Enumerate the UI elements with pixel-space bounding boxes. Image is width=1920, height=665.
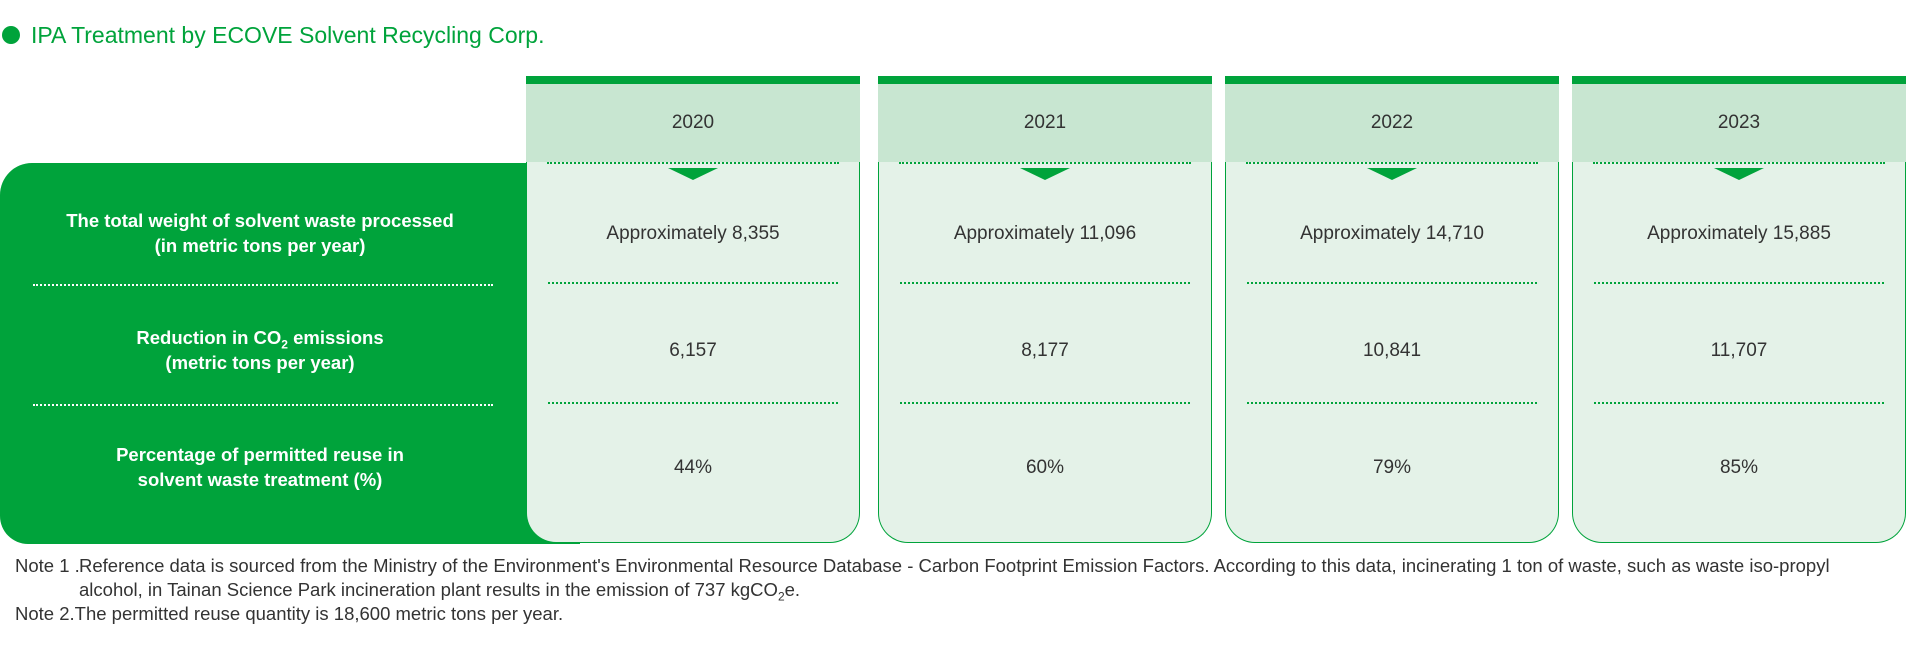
column-year: 2022 bbox=[1370, 112, 1414, 133]
column-body: Approximately 8,355 6,157 44% bbox=[526, 162, 860, 543]
cell-separator bbox=[548, 402, 838, 404]
column-body: Approximately 14,710 10,841 79% bbox=[1225, 162, 1559, 543]
cell-co2-reduction: 10,841 bbox=[1362, 340, 1422, 361]
cell-solvent-weight: Approximately 14,710 bbox=[1300, 223, 1484, 244]
column-year: 2020 bbox=[671, 112, 715, 133]
cell-separator bbox=[1247, 282, 1537, 284]
year-column-2020: 2020 Approximately 8,355 6,157 44% bbox=[526, 76, 860, 544]
year-column-2021: 2021 Approximately 11,096 8,177 60% bbox=[878, 76, 1212, 544]
label-separator bbox=[33, 284, 493, 286]
cell-permitted-reuse: 60% bbox=[1025, 457, 1065, 478]
cell-separator bbox=[900, 282, 1190, 284]
header-separator bbox=[1593, 162, 1885, 164]
cell-co2-reduction: 11,707 bbox=[1710, 340, 1768, 361]
footnote-1: Note 1 . Reference data is sourced from t… bbox=[15, 555, 1830, 604]
row-label-permitted-reuse: Percentage of permitted reuse in solvent… bbox=[116, 444, 404, 490]
row-label-panel: The total weight of solvent waste proces… bbox=[0, 163, 580, 544]
footnote-1-text: Reference data is sourced from the Minis… bbox=[79, 555, 1830, 600]
cell-permitted-reuse: 85% bbox=[1719, 457, 1759, 478]
section-title: IPA Treatment by ECOVE Solvent Recycling… bbox=[0, 18, 544, 52]
year-column-2022: 2022 Approximately 14,710 10,841 79% bbox=[1225, 76, 1559, 544]
column-body: Approximately 11,096 8,177 60% bbox=[878, 162, 1212, 543]
footnotes: Note 1 . Reference data is sourced from t… bbox=[15, 554, 1895, 626]
column-top-bar bbox=[1572, 76, 1906, 84]
cell-co2-reduction: 6,157 bbox=[669, 340, 717, 361]
footnote-2: Note 2. The permitted reuse quantity is 1… bbox=[15, 602, 1895, 626]
row-label-solvent-weight: The total weight of solvent waste proces… bbox=[66, 210, 454, 256]
cell-separator bbox=[548, 282, 838, 284]
column-top-bar bbox=[878, 76, 1212, 84]
footnote-2-text: The permitted reuse quantity is 18,600 m… bbox=[74, 603, 564, 624]
cell-separator bbox=[1594, 282, 1884, 284]
footnote-2-prefix: Note 2. bbox=[15, 603, 75, 624]
header-separator bbox=[1246, 162, 1538, 164]
column-top-bar bbox=[1225, 76, 1559, 84]
bullet-dot-icon bbox=[2, 26, 20, 44]
column-header: 2020 bbox=[526, 84, 860, 162]
down-arrow-icon bbox=[1020, 168, 1070, 180]
down-arrow-icon bbox=[1367, 168, 1417, 180]
column-top-bar bbox=[526, 76, 860, 84]
cell-permitted-reuse: 79% bbox=[1372, 457, 1412, 478]
cell-separator bbox=[1594, 402, 1884, 404]
cell-solvent-weight: Approximately 8,355 bbox=[606, 223, 780, 244]
cell-permitted-reuse: 44% bbox=[673, 457, 713, 478]
column-year: 2021 bbox=[1023, 112, 1067, 133]
down-arrow-icon bbox=[668, 168, 718, 180]
column-year: 2023 bbox=[1717, 112, 1761, 133]
column-header: 2021 bbox=[878, 84, 1212, 162]
header-separator bbox=[547, 162, 839, 164]
header-separator bbox=[899, 162, 1191, 164]
footnote-1-prefix: Note 1 . bbox=[15, 555, 80, 576]
year-column-2023: 2023 Approximately 15,885 11,707 85% bbox=[1572, 76, 1906, 544]
label-separator bbox=[33, 404, 493, 406]
column-header: 2023 bbox=[1572, 84, 1906, 162]
cell-solvent-weight: Approximately 15,885 bbox=[1647, 223, 1831, 244]
page-title: IPA Treatment by ECOVE Solvent Recycling… bbox=[31, 21, 545, 48]
cell-separator bbox=[1247, 402, 1537, 404]
cell-solvent-weight: Approximately 11,096 bbox=[953, 223, 1137, 244]
row-label-co2-reduction: Reduction in CO2 emissions (metric tons … bbox=[136, 327, 384, 373]
column-body: Approximately 15,885 11,707 85% bbox=[1572, 162, 1906, 543]
down-arrow-icon bbox=[1714, 168, 1764, 180]
cell-separator bbox=[900, 402, 1190, 404]
cell-co2-reduction: 8,177 bbox=[1021, 340, 1069, 361]
column-header: 2022 bbox=[1225, 84, 1559, 162]
